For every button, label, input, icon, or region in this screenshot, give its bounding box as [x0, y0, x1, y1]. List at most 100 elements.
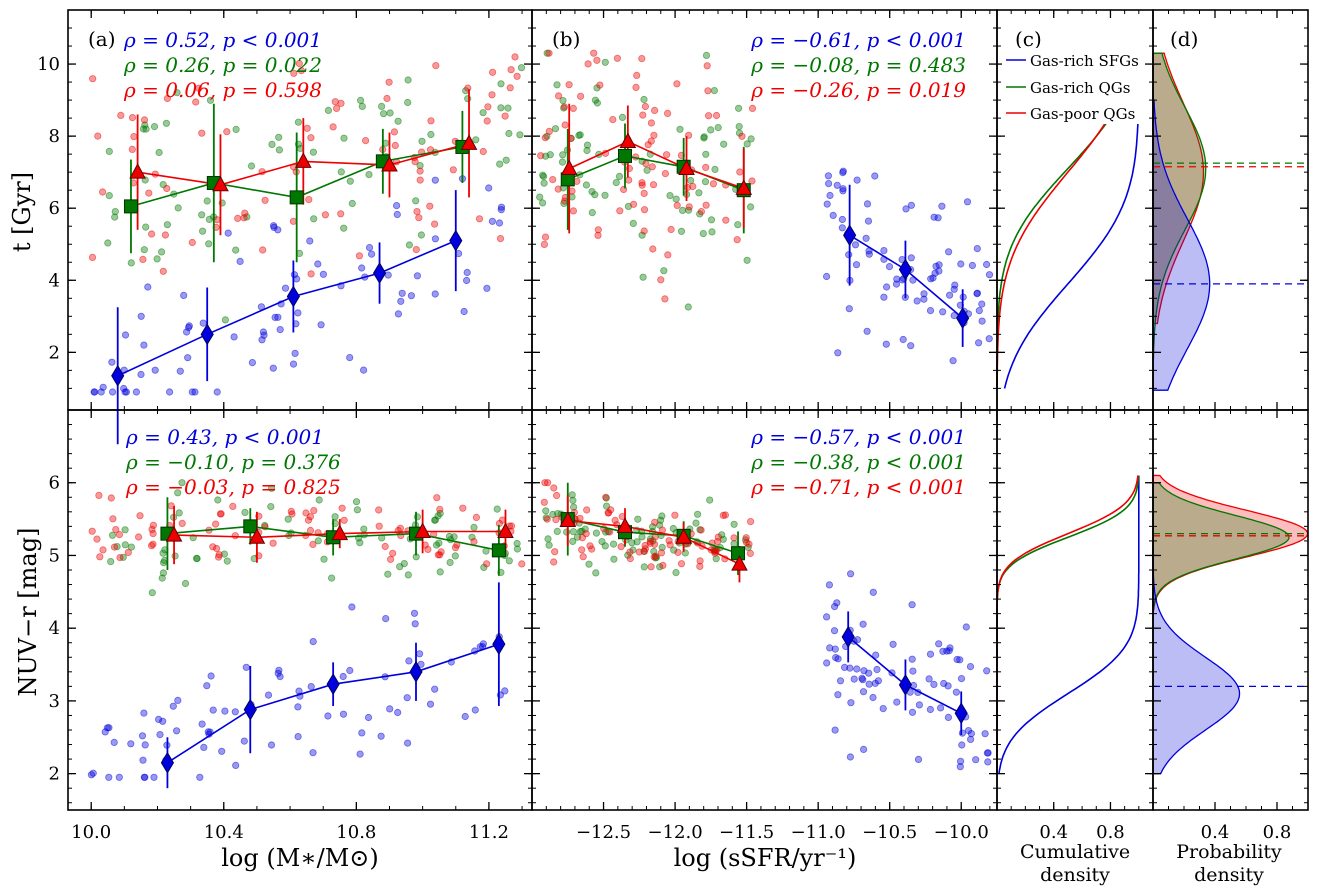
scatter-point-b-sfg — [880, 293, 888, 301]
scatter-point-a-qgrich — [221, 316, 229, 324]
scatter-point-f-qgpoor — [665, 537, 673, 545]
scatter-point-a-qgpoor — [163, 94, 171, 103]
scatter-point-e-sfg — [309, 749, 317, 757]
scatter-point-e-qgpoor — [107, 494, 115, 502]
scatter-point-f-qgpoor — [696, 562, 704, 571]
scatter-point-b-sfg — [864, 217, 873, 225]
scatter-point-b-sfg — [823, 200, 831, 208]
scatter-point-f-sfg — [930, 680, 938, 689]
scatter-point-f-sfg — [940, 679, 948, 688]
scatter-point-f-sfg — [944, 713, 953, 722]
binned-marker-f-sfg — [898, 673, 913, 696]
scatter-point-a-sfg — [183, 328, 191, 336]
scatter-point-e-sfg — [127, 740, 135, 748]
scatter-point-a-qgpoor — [198, 129, 206, 137]
y-axis-label-age: t [Gyr] — [8, 172, 36, 252]
scatter-point-e-qgrich — [175, 509, 183, 517]
scatter-point-a-sfg — [463, 268, 471, 277]
scatter-point-b-qgrich — [629, 219, 637, 227]
scatter-point-a-sfg — [314, 260, 322, 268]
scatter-point-a-qgrich — [502, 156, 510, 164]
scatter-point-e-qgpoor — [115, 530, 124, 539]
binned-marker-a-qgpoor — [294, 152, 312, 168]
y-tick-label-a: 4 — [49, 270, 60, 291]
scatter-point-b-qgpoor — [673, 201, 681, 209]
scatter-point-f-sfg — [966, 735, 975, 744]
scatter-point-a-sfg — [248, 358, 256, 367]
scatter-point-a-sfg — [462, 276, 471, 285]
scatter-point-e-sfg — [89, 769, 97, 777]
scatter-point-a-qgpoor — [361, 137, 370, 145]
scatter-point-b-qgpoor — [594, 226, 602, 234]
scatter-point-f-sfg — [909, 667, 917, 675]
scatter-point-b-sfg — [950, 311, 958, 320]
x-tick-label-f: −10.0 — [934, 822, 989, 843]
scatter-point-e-sfg — [394, 708, 402, 717]
scatter-point-e-qgpoor — [340, 516, 348, 524]
scatter-point-e-sfg — [138, 732, 147, 740]
scatter-point-e-qgpoor — [304, 516, 313, 524]
scatter-point-a-qgrich — [104, 239, 112, 247]
scatter-point-e-qgrich — [400, 559, 408, 568]
scatter-point-a-qgpoor — [479, 147, 487, 156]
scatter-point-b-qgrich — [747, 135, 755, 143]
scatter-point-f-sfg — [908, 655, 916, 663]
scatter-point-a-sfg — [188, 388, 196, 396]
scatter-point-f-sfg — [826, 644, 834, 652]
x-tick-label-e: 10.4 — [204, 822, 244, 843]
scatter-point-b-qgrich — [615, 172, 624, 180]
stat-b-qgpoor: ρ = −0.26, p = 0.019 — [750, 78, 966, 102]
scatter-point-a-qgrich — [497, 104, 505, 112]
scatter-point-a-qgrich — [517, 64, 526, 72]
scatter-point-f-qgrich — [658, 543, 666, 552]
scatter-point-b-qgpoor — [569, 104, 577, 113]
scatter-point-b-sfg — [834, 349, 842, 357]
binned-marker-a-qgpoor — [460, 134, 478, 150]
scatter-point-e-qgrich — [315, 496, 323, 504]
scatter-point-b-qgrich — [714, 124, 722, 132]
scatter-point-b-qgpoor — [537, 152, 545, 160]
scatter-point-b-sfg — [907, 254, 915, 262]
scatter-point-a-qgpoor — [496, 235, 505, 243]
scatter-point-b-qgpoor — [689, 182, 697, 191]
y-tick-label-e: 4 — [49, 618, 60, 639]
scatter-point-e-qgpoor — [178, 519, 186, 528]
scatter-point-f-qgrich — [602, 528, 610, 536]
scatter-point-e-qgrich — [445, 532, 453, 541]
panel-frame-g — [996, 409, 1154, 811]
scatter-point-a-sfg — [460, 307, 468, 316]
scatter-point-a-qgpoor — [159, 267, 167, 275]
scatter-point-b-qgpoor — [638, 179, 646, 187]
scatter-point-a-qgpoor — [416, 167, 424, 175]
scatter-point-b-sfg — [907, 201, 916, 209]
scatter-point-a-qgrich — [198, 211, 206, 219]
binned-marker-a-sfg — [372, 262, 387, 285]
scatter-point-e-sfg — [356, 750, 364, 758]
scatter-point-a-qgrich — [206, 96, 215, 104]
scatter-point-b-sfg — [927, 275, 935, 283]
cumulative-curve-g-qgrich — [996, 475, 1140, 774]
scatter-point-b-qgrich — [639, 273, 647, 281]
scatter-point-a-qgpoor — [483, 117, 491, 125]
scatter-point-e-sfg — [386, 705, 394, 713]
scatter-point-b-qgrich — [618, 113, 627, 122]
scatter-point-a-qgrich — [394, 117, 402, 125]
scatter-point-e-qgpoor — [375, 506, 383, 514]
scatter-point-a-qgrich — [377, 102, 386, 111]
binned-marker-a-sfg — [200, 323, 214, 346]
scatter-point-a-qgpoor — [449, 166, 457, 174]
scatter-point-e-qgrich — [446, 558, 454, 567]
scatter-point-e-qgpoor — [437, 548, 445, 556]
scatter-point-b-qgpoor — [702, 163, 710, 171]
scatter-point-b-qgrich — [593, 99, 602, 107]
scatter-point-a-qgrich — [340, 224, 348, 232]
scatter-point-e-sfg — [156, 730, 164, 739]
scatter-point-b-sfg — [951, 281, 959, 289]
scatter-point-a-qgrich — [275, 133, 283, 141]
scatter-point-a-qgrich — [464, 95, 472, 103]
scatter-point-e-sfg — [155, 715, 163, 724]
scatter-point-f-qgpoor — [640, 547, 649, 556]
scatter-point-e-qgrich — [127, 543, 135, 551]
scatter-point-a-qgpoor — [188, 238, 196, 247]
scatter-point-b-qgrich — [702, 51, 711, 60]
